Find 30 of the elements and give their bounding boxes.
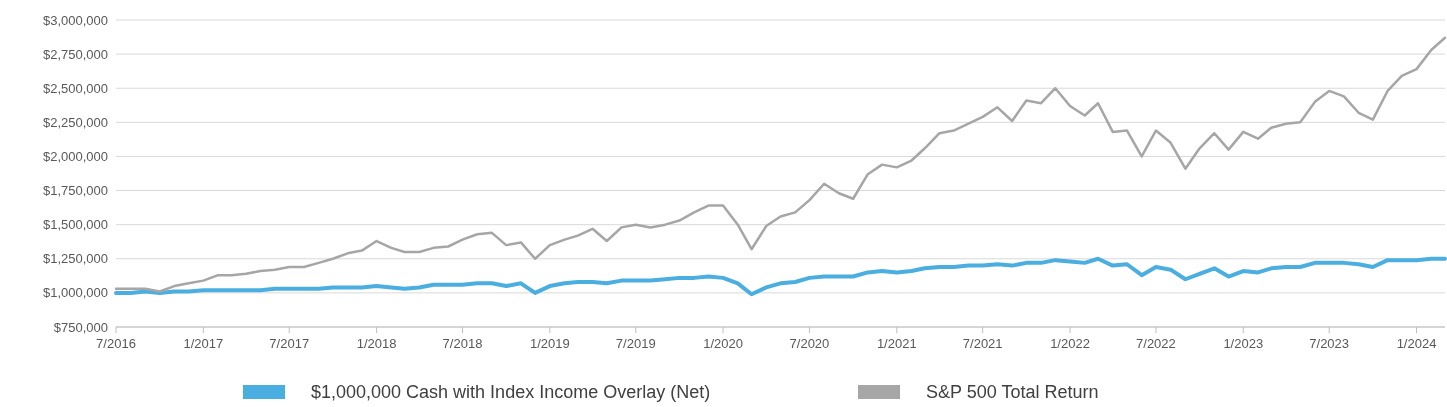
y-tick-label: $3,000,000 (42, 12, 108, 28)
line-series (114, 256, 1447, 297)
x-tick-label: 1/2022 (1050, 336, 1090, 351)
y-tick-label: $1,000,000 (42, 285, 108, 301)
x-tick-label: 1/2021 (876, 336, 917, 351)
y-tick-label: $2,250,000 (42, 114, 108, 130)
x-tick-label: 7/2016 (96, 336, 136, 351)
x-tick-label: 1/2024 (1396, 336, 1437, 351)
line-series (114, 36, 1447, 293)
x-tick-label: 7/2020 (789, 336, 830, 351)
x-tick-label: 7/2023 (1309, 336, 1350, 351)
x-tick-label: 7/2017 (269, 336, 310, 351)
y-tick-label: $750,000 (53, 319, 108, 335)
y-tick-label: $2,000,000 (42, 148, 108, 164)
x-tick-label: 1/2023 (1223, 336, 1264, 351)
y-tick-label: $2,500,000 (42, 80, 108, 96)
x-tick-label: 1/2020 (703, 336, 743, 351)
x-tick-label: 1/2017 (183, 336, 224, 351)
x-tick-label: 7/2021 (962, 336, 1003, 351)
x-tick-label: 7/2022 (1136, 336, 1176, 351)
x-tick-label: 7/2018 (442, 336, 483, 351)
y-tick-label: $1,500,000 (42, 217, 108, 233)
y-tick-label: $2,750,000 (42, 46, 108, 62)
legend-label: $1,000,000 Cash with Index Income Overlay (Net) (311, 382, 711, 403)
x-tick-label: 1/2018 (356, 336, 397, 351)
x-tick-label: 1/2019 (529, 336, 570, 351)
y-tick-label: $1,250,000 (42, 251, 108, 267)
legend-label: S&P 500 Total Return (926, 382, 1099, 403)
x-tick-label: 7/2019 (615, 336, 656, 351)
y-tick-label: $1,750,000 (42, 183, 108, 199)
